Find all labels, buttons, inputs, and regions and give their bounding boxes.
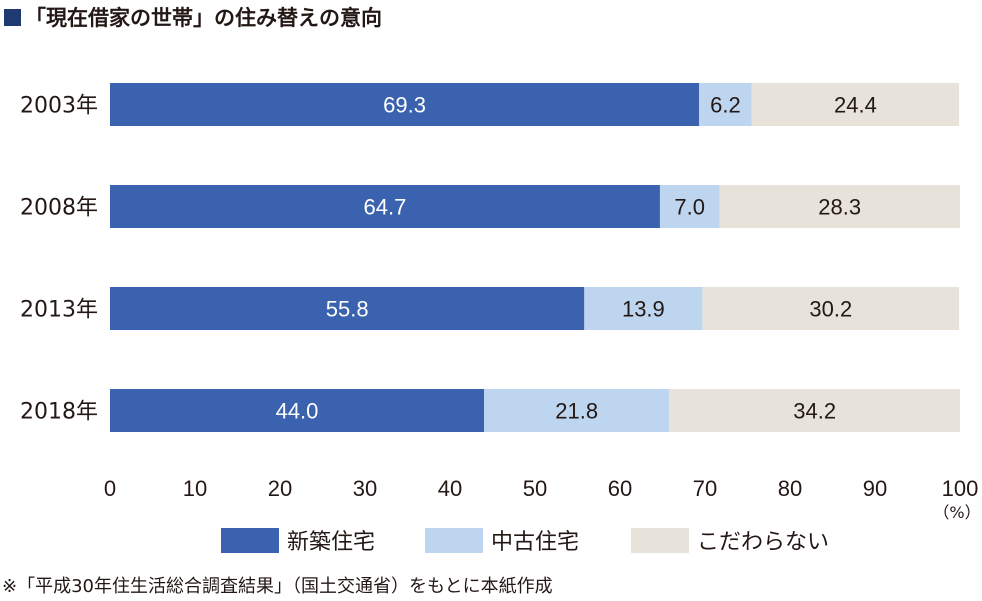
- x-tick-label: 100: [942, 476, 979, 501]
- legend-label: 新築住宅: [287, 530, 375, 555]
- bar-segment: [699, 83, 752, 126]
- legend-swatch: [221, 528, 279, 553]
- data-label: 44.0: [276, 399, 319, 424]
- data-label: 34.2: [793, 399, 836, 424]
- bar-segment: [484, 389, 670, 432]
- title-marker: [4, 8, 21, 26]
- data-label: 21.8: [555, 399, 598, 424]
- data-label: 6.2: [710, 93, 741, 118]
- bar-segment: [719, 185, 960, 228]
- legend-label: こだわらない: [697, 530, 829, 555]
- legend-swatch: [425, 528, 483, 553]
- category-label: 2013年: [20, 298, 98, 323]
- data-label: 55.8: [326, 297, 369, 322]
- source-footnote: ※「平成30年住生活総合調査結果」（国土交通省）をもとに本紙作成: [2, 576, 553, 597]
- x-tick-label: 20: [268, 476, 292, 501]
- bar-segment: [584, 287, 703, 330]
- category-label: 2008年: [20, 196, 98, 221]
- data-label: 13.9: [622, 297, 665, 322]
- data-label: 64.7: [364, 195, 407, 220]
- x-tick-label: 60: [608, 476, 632, 501]
- data-label: 69.3: [383, 93, 426, 118]
- x-tick-label: 10: [183, 476, 207, 501]
- category-label: 2018年: [20, 400, 98, 425]
- category-label: 2003年: [20, 94, 98, 119]
- bar-segment: [110, 185, 660, 228]
- x-tick-label: 80: [778, 476, 802, 501]
- x-tick-label: 40: [438, 476, 462, 501]
- x-tick-label: 90: [863, 476, 887, 501]
- data-label: 7.0: [674, 195, 705, 220]
- bar-segment: [110, 287, 585, 330]
- data-label: 28.3: [818, 195, 861, 220]
- x-tick-label: 30: [353, 476, 377, 501]
- data-label: 24.4: [834, 93, 877, 118]
- bar-segment: [702, 287, 960, 330]
- unit-label: （%）: [933, 503, 980, 522]
- legend-label: 中古住宅: [491, 530, 579, 555]
- x-tick-label: 70: [693, 476, 717, 501]
- chart-title-text: 「現在借家の世帯」の住み替えの意向: [25, 6, 382, 30]
- legend-swatch: [631, 528, 689, 553]
- data-label: 30.2: [809, 297, 852, 322]
- bar-segment: [110, 83, 700, 126]
- chart-title: 「現在借家の世帯」の住み替えの意向: [4, 2, 382, 32]
- bar-segment: [669, 389, 960, 432]
- x-tick-label: 50: [523, 476, 547, 501]
- x-tick-label: 0: [104, 476, 116, 501]
- bar-segment: [659, 185, 720, 228]
- bar-segment: [751, 83, 960, 126]
- bar-segment: [110, 389, 484, 432]
